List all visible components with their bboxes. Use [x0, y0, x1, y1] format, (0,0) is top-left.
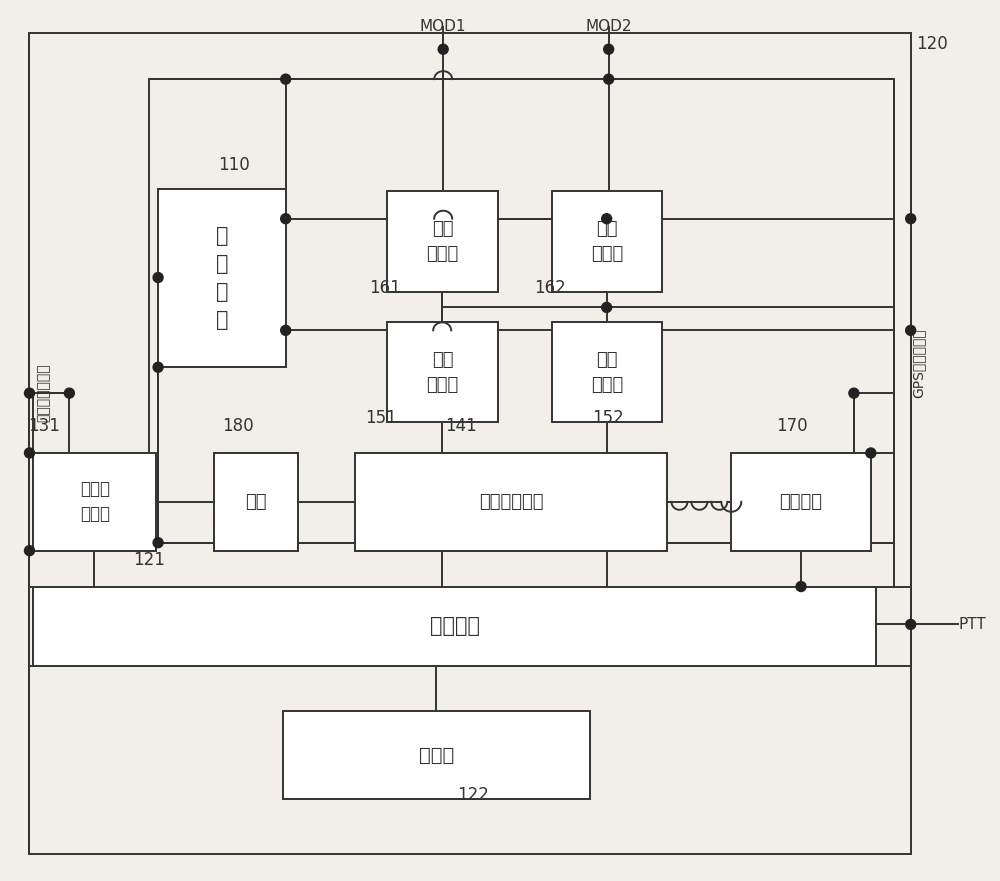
Bar: [29, 33, 911, 854]
Text: 第一基
带芯片: 第一基 带芯片: [80, 480, 110, 523]
Text: 微处理器: 微处理器: [430, 617, 480, 636]
Text: 第二
滤波器: 第二 滤波器: [591, 351, 623, 394]
Text: 180: 180: [222, 417, 254, 435]
Circle shape: [64, 389, 74, 398]
Text: MOD1: MOD1: [420, 19, 466, 34]
Bar: [33, 587, 876, 666]
Text: GPS信号接收端: GPS信号接收端: [912, 329, 926, 398]
Text: 170: 170: [776, 417, 808, 435]
Text: 121: 121: [133, 551, 165, 568]
Circle shape: [602, 302, 612, 313]
Circle shape: [866, 448, 876, 458]
Text: 导航模块: 导航模块: [780, 492, 823, 511]
Circle shape: [25, 448, 34, 458]
Bar: [355, 453, 667, 551]
Circle shape: [281, 325, 291, 336]
Text: 第一
放大器: 第一 放大器: [427, 220, 459, 263]
Circle shape: [438, 44, 448, 55]
Bar: [158, 189, 286, 367]
Circle shape: [906, 325, 916, 336]
Circle shape: [602, 214, 612, 224]
Text: 110: 110: [218, 156, 250, 174]
Circle shape: [153, 362, 163, 372]
Bar: [387, 191, 498, 292]
Text: 161: 161: [369, 279, 401, 298]
Text: 120: 120: [916, 35, 947, 53]
Circle shape: [796, 581, 806, 591]
Text: MOD2: MOD2: [585, 19, 632, 34]
Text: 152: 152: [592, 409, 623, 427]
Text: 122: 122: [457, 786, 489, 803]
Text: 151: 151: [365, 409, 397, 427]
Circle shape: [281, 74, 291, 84]
Text: 162: 162: [534, 279, 566, 298]
Text: 供
电
模
块: 供 电 模 块: [216, 226, 228, 330]
Circle shape: [281, 214, 291, 224]
Text: 第二
放大器: 第二 放大器: [591, 220, 623, 263]
Bar: [552, 322, 662, 422]
Text: PTT: PTT: [959, 617, 986, 632]
Text: 第二基带芯片: 第二基带芯片: [479, 492, 544, 511]
Bar: [33, 453, 156, 551]
Circle shape: [906, 619, 916, 629]
Bar: [552, 191, 662, 292]
Circle shape: [906, 214, 916, 224]
Text: 141: 141: [445, 417, 477, 435]
Bar: [149, 79, 894, 543]
Text: 131: 131: [28, 417, 60, 435]
Circle shape: [153, 537, 163, 548]
Circle shape: [25, 545, 34, 556]
Circle shape: [25, 389, 34, 398]
Bar: [214, 453, 298, 551]
Text: 存储器: 存储器: [419, 745, 454, 765]
Text: 中频信号接收端: 中频信号接收端: [36, 364, 50, 423]
Text: 晶振: 晶振: [245, 492, 267, 511]
Bar: [283, 711, 590, 799]
Circle shape: [849, 389, 859, 398]
Circle shape: [153, 272, 163, 283]
Text: 第一
滤波器: 第一 滤波器: [427, 351, 459, 394]
Circle shape: [604, 44, 614, 55]
Bar: [387, 322, 498, 422]
Circle shape: [604, 74, 614, 84]
Bar: [731, 453, 871, 551]
